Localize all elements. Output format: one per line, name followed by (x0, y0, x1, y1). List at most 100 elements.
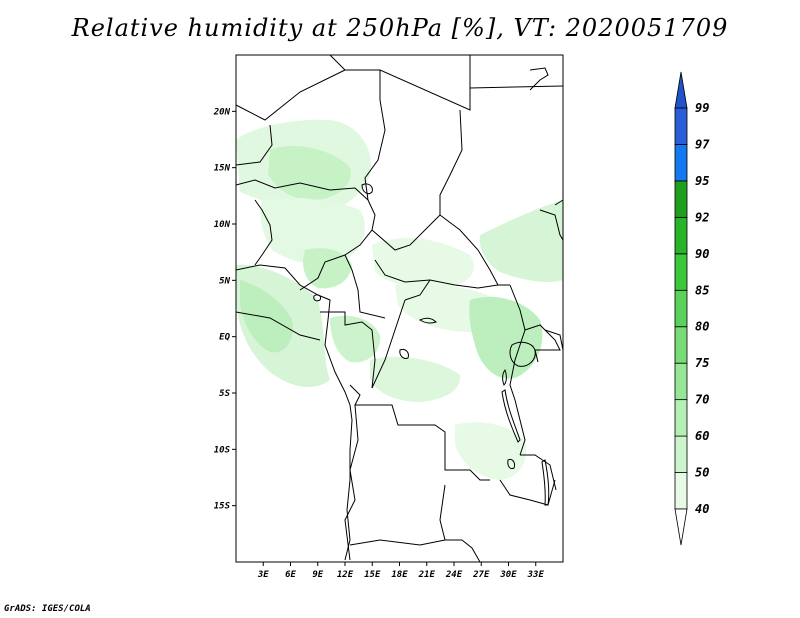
lake-tanganyika (501, 389, 521, 443)
lon-tick-label: 12E (337, 570, 354, 580)
colorbar-label: 90 (695, 247, 709, 261)
humidity-patch-nigeria (260, 197, 365, 265)
border-line (235, 69, 346, 121)
border-line (469, 85, 564, 89)
colorbar-label: 40 (695, 502, 709, 516)
colorbar-box (674, 144, 688, 182)
coastline (544, 329, 564, 351)
colorbar-label: 80 (695, 320, 709, 334)
colorbar-label: 60 (695, 429, 709, 443)
colorbar-box (674, 326, 688, 364)
humidity-patch-cameroon (303, 248, 352, 289)
colorbar-label: 95 (695, 174, 709, 188)
lon-tick-label: 27E (472, 570, 490, 580)
lon-tick-label: 21E (418, 570, 436, 580)
lat-tick-label: 10N (214, 220, 231, 230)
border-line (520, 454, 557, 491)
border-line (371, 214, 441, 251)
border-line (439, 109, 463, 215)
coastline (539, 209, 564, 241)
colorbar-label: 85 (695, 283, 709, 297)
border-line (254, 199, 273, 266)
lake-mai-ndombe (399, 349, 409, 359)
border-line (379, 55, 471, 111)
lat-tick-label: 20N (213, 107, 231, 117)
colorbar-box (674, 180, 688, 218)
border-line (509, 284, 526, 401)
lon-tick-label: 15E (364, 570, 381, 580)
border-line (235, 124, 273, 166)
lon-tick-label: 18E (391, 570, 408, 580)
humidity-patch-sahel-core (268, 146, 351, 200)
border-line (439, 214, 510, 286)
border-line (461, 539, 481, 563)
lake-malawi (541, 459, 550, 506)
border-line (329, 54, 381, 100)
lat-tick-label: 10S (214, 445, 231, 455)
lon-tick-label: 24E (445, 570, 463, 580)
border-line (299, 199, 376, 291)
coastline (235, 264, 353, 561)
colorbar-box (674, 362, 688, 401)
lake-tumba (418, 317, 437, 324)
lon-tick-label: 9E (312, 570, 323, 580)
lat-tick-label: 15S (214, 502, 231, 512)
colorbar-box (674, 289, 688, 328)
latitude-axis: 20N 15N 10N 5N EQ 5S 10S 15S (213, 107, 236, 512)
colorbar-box (674, 107, 688, 145)
border-line (235, 179, 369, 201)
humidity-shading (236, 119, 563, 480)
colorbar-box (674, 435, 688, 473)
map-title: Relative humidity at 250hPa [%], VT: 202… (71, 14, 729, 42)
border-line (235, 311, 321, 341)
lake-chad (361, 183, 373, 195)
humidity-patch-tanzania (455, 422, 527, 480)
lat-tick-label: 15N (214, 164, 231, 174)
border-line (344, 254, 386, 319)
border-line (439, 484, 462, 541)
colorbar-label: 50 (695, 466, 709, 480)
humidity-patch-car (372, 237, 474, 289)
colorbar-box (674, 472, 688, 510)
coastlines (235, 67, 564, 561)
lake-mweru (507, 459, 515, 469)
colorbar: 40 50 60 70 75 80 85 90 92 95 97 99 (674, 71, 710, 546)
border-line (320, 311, 376, 389)
lon-tick-label: 33E (527, 570, 545, 580)
border-line (554, 199, 564, 206)
colorbar-over-triangle (674, 71, 688, 109)
lat-tick-label: EQ (219, 333, 230, 343)
humidity-patch-gulf-core (240, 280, 293, 353)
lon-tick-label: 30E (499, 570, 517, 580)
humidity-patch-congo-south (370, 356, 461, 402)
humidity-patch-gabon (330, 315, 381, 363)
border-line (344, 404, 359, 561)
coastline (529, 67, 549, 91)
longitude-axis: 3E 6E 9E 12E 15E 18E 21E 24E 27E 30E 33E (257, 562, 545, 580)
colorbar-label: 75 (695, 356, 709, 370)
grads-credit: GrADS: IGES/COLA (4, 604, 91, 614)
border-line (349, 539, 446, 546)
colorbar-under-triangle (674, 508, 688, 546)
colorbar-box (674, 253, 688, 291)
country-borders (235, 54, 564, 563)
lat-tick-label: 5S (219, 389, 230, 399)
border-line (499, 479, 556, 506)
colorbar-label: 70 (695, 393, 709, 407)
border-line (364, 99, 386, 201)
colorbar-label: 97 (695, 137, 710, 151)
colorbar-box (674, 216, 688, 255)
lon-tick-label: 6E (285, 570, 296, 580)
border-line (371, 299, 406, 389)
colorbar-label: 99 (695, 101, 709, 115)
bioko-island (313, 294, 321, 302)
lon-tick-label: 3E (257, 570, 269, 580)
border-line (404, 279, 431, 301)
lake-kivu (502, 368, 507, 386)
border-line (514, 399, 526, 456)
lat-tick-label: 5N (219, 276, 230, 286)
colorbar-label: 92 (695, 210, 709, 224)
colorbar-box (674, 399, 688, 437)
humidity-patch-sudan-east (479, 200, 563, 283)
